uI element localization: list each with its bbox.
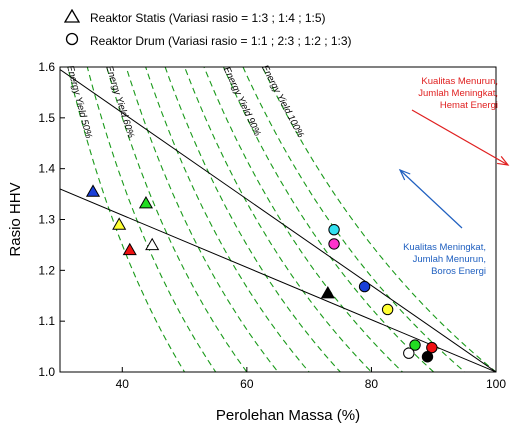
energy-yield-curve: [242, 67, 466, 372]
y-tick-label: 1.1: [38, 314, 55, 328]
triangle-icon: [63, 8, 82, 26]
legend-label-drum: Reaktor Drum (Variasi rasio = 1:1 ; 2:3 …: [90, 33, 352, 48]
blue-annotation-text: Kualitas Meningkat,: [403, 242, 486, 253]
triangle-point: [85, 184, 101, 197]
x-axis-label: Perolehan Massa (%): [216, 407, 360, 424]
triangle-point: [112, 217, 127, 230]
triangle-point: [145, 237, 160, 251]
red-annotation-text: Jumlah Meningkat,: [418, 88, 498, 99]
x-tick-label: 80: [365, 377, 379, 391]
legend-label-static: Reaktor Statis (Variasi rasio = 1:3 ; 1:…: [90, 10, 326, 25]
energy-yield-label: Energy Yield 60%: [103, 64, 136, 140]
energy-yield-curve: [261, 67, 496, 372]
triangle-point: [138, 196, 154, 209]
circle-trend: [60, 69, 496, 372]
y-tick-label: 1.0: [38, 365, 55, 379]
red-annotation-text: Hemat Energi: [440, 100, 498, 111]
energy-yield-curve: [86, 67, 217, 372]
y-tick-label: 1.4: [38, 162, 55, 176]
blue-annotation-text: Boros Energi: [431, 266, 486, 277]
circle-point: [328, 223, 340, 236]
x-tick-label: 100: [486, 377, 506, 391]
y-tick-label: 1.2: [38, 263, 55, 277]
circle-point: [381, 303, 394, 316]
energy-yield-curve: [222, 67, 435, 372]
red-arrow: [411, 109, 509, 166]
circle-point: [426, 341, 438, 354]
plot-area: [60, 67, 496, 372]
energy-yield-label: Energy Yield 90%: [221, 65, 263, 138]
energy-yield-curve: [145, 67, 310, 372]
circle-point: [328, 238, 340, 250]
circle-point: [358, 280, 371, 293]
circle-icon: [64, 32, 82, 49]
blue-arrow-head: [398, 168, 411, 181]
y-tick-label: 1.5: [38, 111, 55, 125]
legend-item-drum: Reaktor Drum (Variasi rasio = 1:1 ; 2:3 …: [64, 32, 352, 49]
y-axis-label: Rasio HHV: [7, 182, 24, 256]
triangle-trend: [60, 188, 496, 372]
circle-point: [403, 347, 415, 359]
x-tick-label: 60: [240, 377, 254, 391]
blue-arrow: [399, 169, 463, 229]
energy-yield-curve: [164, 67, 342, 372]
blue-annotation-text: Jumlah Menurun,: [413, 254, 486, 265]
y-tick-label: 1.3: [38, 213, 55, 227]
energy-yield-curve: [106, 67, 248, 372]
energy-yield-label: Energy Yield 100%: [259, 63, 306, 140]
legend-item-static: Reaktor Statis (Variasi rasio = 1:3 ; 1:…: [63, 8, 326, 26]
circle-point: [409, 339, 421, 351]
energy-yield-curve: [203, 67, 404, 372]
red-annotation-text: Kualitas Menurun,: [421, 76, 498, 87]
x-tick-label: 40: [116, 377, 130, 391]
triangle-point: [122, 242, 137, 256]
y-tick-label: 1.6: [38, 60, 55, 74]
circle-point: [421, 351, 434, 363]
red-arrow-head: [497, 156, 510, 166]
triangle-point: [320, 286, 335, 299]
